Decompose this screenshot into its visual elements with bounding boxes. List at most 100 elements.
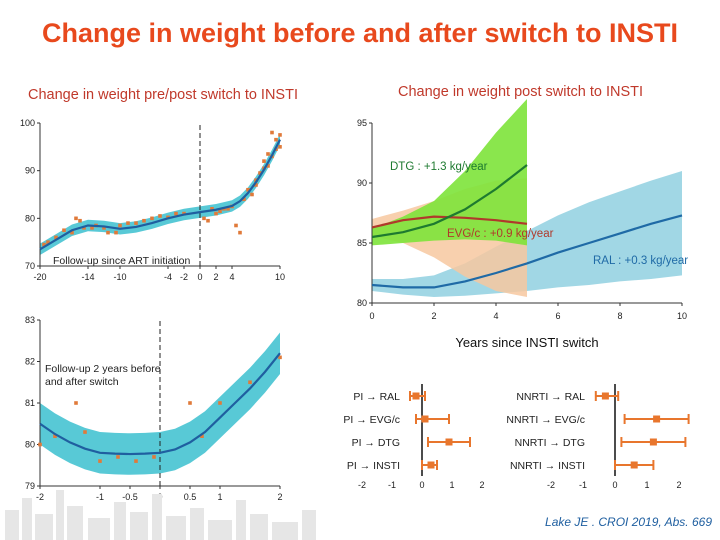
data-point	[150, 216, 154, 221]
x-tick-label: 2	[277, 492, 282, 502]
data-point	[134, 221, 138, 225]
data-point	[266, 152, 270, 156]
data-point	[254, 183, 258, 187]
data-point	[116, 455, 120, 459]
y-tick-label: 80	[25, 440, 35, 450]
data-point	[38, 442, 42, 447]
city-skyline-decoration	[5, 490, 316, 540]
x-tick-label: 4	[229, 272, 234, 282]
data-point	[262, 159, 266, 163]
data-point	[106, 230, 110, 235]
x-tick-label: 2	[479, 480, 484, 490]
data-point	[174, 211, 178, 216]
data-point	[250, 192, 254, 197]
data-point	[246, 187, 250, 192]
point-estimate	[427, 461, 435, 469]
x-tick-label: 10	[677, 311, 687, 321]
point-estimate	[601, 392, 609, 400]
data-point	[248, 380, 252, 385]
row-label: PI → EVG/c	[343, 414, 400, 426]
x-tick-label: 2	[676, 480, 681, 490]
point-estimate	[445, 438, 453, 446]
y-tick-label: 90	[25, 166, 35, 176]
y-tick-label: 85	[357, 238, 367, 248]
data-point	[234, 223, 238, 228]
data-point	[74, 216, 78, 221]
x-tick-label: 10	[275, 272, 285, 282]
point-estimate	[412, 392, 420, 400]
y-tick-label: 81	[25, 398, 35, 408]
data-point	[242, 197, 246, 202]
x-tick-label: 6	[555, 311, 560, 321]
data-point	[78, 218, 82, 223]
x-tick-label: 8	[617, 311, 622, 321]
data-point	[158, 214, 162, 218]
data-point	[46, 240, 50, 244]
x-tick-label: -14	[81, 272, 94, 282]
point-estimate	[630, 461, 638, 469]
data-point	[270, 130, 274, 135]
right-panel-title: Change in weight post switch to INSTI	[398, 84, 644, 100]
data-point	[82, 226, 86, 230]
data-point	[83, 430, 87, 434]
x-tick-label: -20	[33, 272, 46, 282]
x-tick-label: 2	[431, 311, 436, 321]
point-estimate	[421, 415, 429, 423]
y-tick-label: 83	[25, 315, 35, 325]
y-tick-label: 80	[25, 213, 35, 223]
data-point	[226, 207, 230, 211]
point-estimate	[653, 415, 661, 423]
data-point	[278, 355, 282, 360]
x-tick-label: 0	[419, 480, 424, 490]
data-point	[206, 218, 210, 223]
series-label-ral: RAL : +0.3 kg/year	[593, 255, 688, 267]
row-label: PI → DTG	[352, 437, 400, 449]
series-label-evgc: EVG/c : +0.9 kg/year	[447, 228, 554, 240]
x-axis-label: Years since INSTI switch	[455, 335, 598, 350]
x-tick-label: -2	[36, 492, 44, 502]
x-tick-label: 4	[493, 311, 498, 321]
data-point	[218, 209, 222, 213]
data-point	[126, 221, 130, 225]
chart-post-switch: 80 85 90 95 0 2 4 6 8 10 Years since INSTI switch E…	[357, 99, 688, 350]
left-panel-title: Change in weight pre/post switch to INST…	[28, 87, 298, 103]
y-tick-label: 95	[357, 118, 367, 128]
data-point	[210, 207, 214, 211]
x-tick-label: 1	[449, 480, 454, 490]
confidence-band	[40, 133, 280, 256]
series-label-dtg: DTG : +1.3 kg/year	[390, 161, 488, 173]
data-point	[274, 137, 278, 142]
x-tick-label: 0.5	[184, 492, 197, 502]
y-tick-label: 80	[357, 298, 367, 308]
data-point	[90, 226, 94, 230]
x-tick-label: 0	[612, 480, 617, 490]
citation: Lake JE . CROI 2019, Abs. 669	[545, 515, 712, 529]
data-point	[200, 434, 204, 438]
y-tick-label: 70	[25, 261, 35, 271]
forest-plot-nnrti: -2 -1 0 1 2 NNRTI → RAL NNRTI → EVG/c NNRTI → D…	[506, 384, 690, 490]
data-point	[266, 164, 270, 168]
x-tick-label: -2	[180, 272, 188, 282]
data-point	[278, 145, 282, 149]
row-label: PI → INSTI	[347, 460, 400, 472]
data-point	[42, 242, 46, 247]
data-point	[74, 401, 78, 405]
x-tick-label: -1	[388, 480, 396, 490]
data-point	[238, 230, 242, 235]
data-point	[118, 223, 122, 228]
data-point	[70, 230, 74, 235]
series-line-dtg	[371, 164, 528, 239]
data-point	[54, 235, 58, 240]
row-label: NNRTI → EVG/c	[506, 414, 585, 426]
y-tick-label: 79	[25, 481, 35, 491]
x-tick-label: -0.5	[122, 492, 138, 502]
data-point	[114, 230, 118, 235]
data-point	[202, 216, 206, 221]
fit-line	[39, 352, 281, 456]
x-tick-label: -1	[579, 480, 587, 490]
x-tick-label: -10	[113, 272, 126, 282]
series-line-ral	[371, 214, 683, 289]
forest-plot-pi: -2 -1 0 1 2 PI → RAL PI → EVG/c PI → DTG PI → IN…	[343, 384, 485, 490]
data-point	[62, 228, 66, 233]
